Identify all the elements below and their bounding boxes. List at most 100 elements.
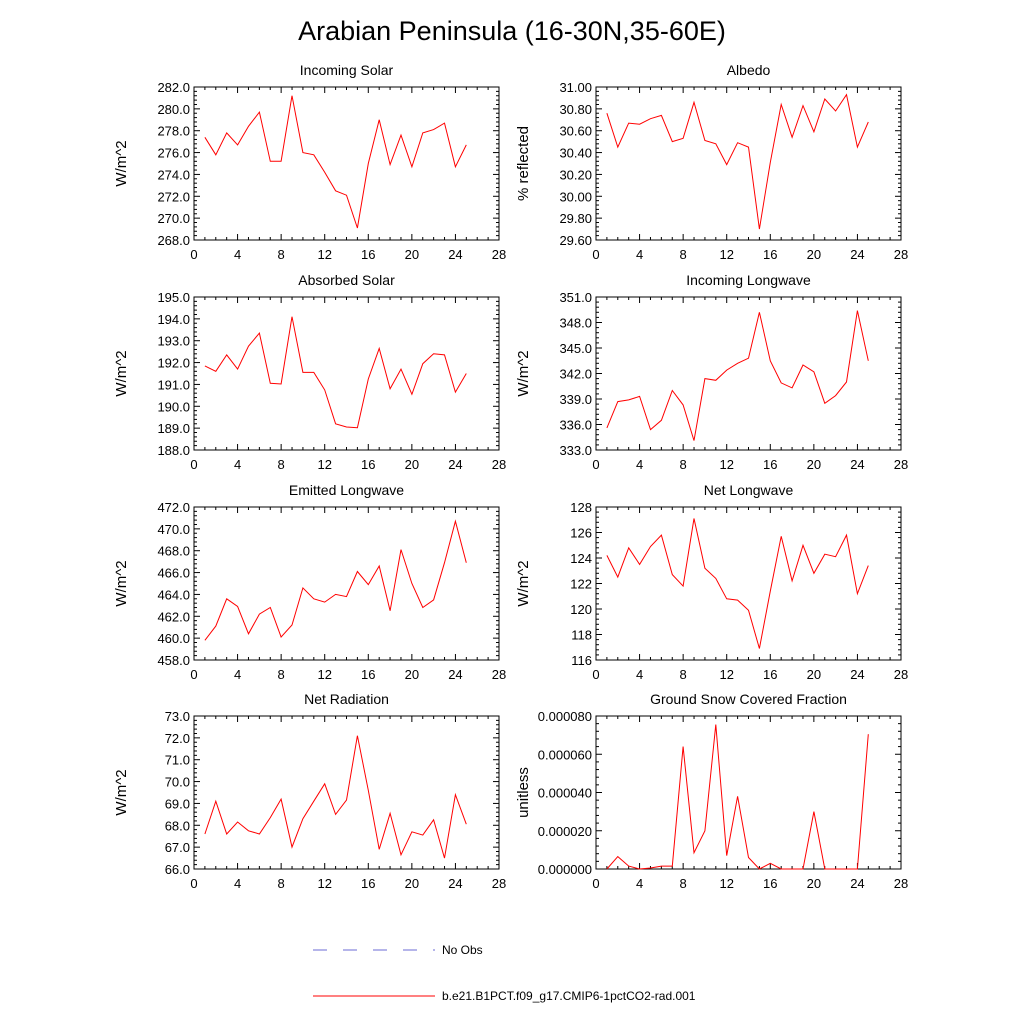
y-tick-label: 71.0 [165, 753, 190, 768]
y-axis-label: W/m^2 [113, 350, 130, 396]
x-tick-label: 8 [278, 247, 285, 262]
y-tick-label: 73.0 [165, 709, 190, 724]
figure-title: Arabian Peninsula (16-30N,35-60E) [298, 16, 726, 46]
x-tick-label: 0 [190, 457, 197, 472]
y-tick-label: 189.0 [157, 421, 190, 436]
x-tick-label: 8 [680, 457, 687, 472]
x-tick-label: 12 [719, 876, 733, 891]
x-tick-label: 28 [492, 667, 506, 682]
y-tick-label: 0.000040 [538, 786, 592, 801]
y-tick-label: 472.0 [157, 500, 190, 515]
plot-frame [595, 715, 902, 870]
chart-panel-8: Ground Snow Covered Fraction unitless 0 4 8 1… [515, 691, 908, 891]
x-tick-label: 24 [448, 667, 462, 682]
y-tick-label: 70.0 [165, 775, 190, 790]
x-tick-label: 16 [763, 247, 777, 262]
y-tick-label: 116 [571, 653, 592, 668]
y-tick-label: 72.0 [165, 731, 190, 746]
y-tick-label: 272.0 [157, 189, 190, 204]
y-tick-label: 462.0 [157, 609, 190, 624]
series-line [606, 724, 869, 870]
y-tick-label: 0.000000 [538, 862, 592, 877]
x-tick-label: 20 [807, 667, 821, 682]
panel-title: Emitted Longwave [289, 482, 404, 498]
x-tick-label: 28 [894, 667, 908, 682]
y-tick-label: 30.20 [559, 167, 592, 182]
x-tick-label: 16 [361, 876, 375, 891]
x-tick-label: 28 [492, 247, 506, 262]
x-tick-label: 16 [763, 667, 777, 682]
x-tick-label: 8 [278, 457, 285, 472]
panel-title: Net Radiation [304, 691, 389, 707]
x-tick-label: 0 [592, 247, 599, 262]
y-tick-label: 282.0 [157, 80, 190, 95]
y-axis-label: W/m^2 [113, 560, 130, 606]
x-tick-label: 20 [807, 457, 821, 472]
panel-title: Albedo [727, 62, 771, 78]
y-tick-label: 29.60 [559, 233, 592, 248]
series-line [606, 93, 869, 230]
y-tick-label: 466.0 [157, 566, 190, 581]
x-tick-label: 12 [719, 247, 733, 262]
x-tick-label: 0 [190, 247, 197, 262]
x-tick-label: 16 [763, 876, 777, 891]
panel-title: Absorbed Solar [298, 272, 395, 288]
y-tick-label: 333.0 [559, 443, 592, 458]
x-tick-label: 0 [592, 667, 599, 682]
x-tick-label: 24 [850, 457, 864, 472]
x-tick-label: 4 [234, 247, 241, 262]
y-tick-label: 468.0 [157, 544, 190, 559]
x-tick-label: 12 [719, 457, 733, 472]
plot-frame [193, 715, 500, 870]
x-tick-label: 12 [317, 876, 331, 891]
y-axis-label: W/m^2 [515, 560, 532, 606]
x-tick-label: 28 [492, 876, 506, 891]
x-tick-label: 0 [190, 667, 197, 682]
x-tick-label: 12 [317, 667, 331, 682]
chart-panel-6: Net Longwave W/m^2 0 4 8 12 16 20 24 28 116 118 120 1… [515, 482, 908, 682]
x-tick-label: 12 [317, 247, 331, 262]
y-axis-label: % reflected [515, 126, 532, 201]
x-tick-label: 4 [234, 876, 241, 891]
x-tick-label: 20 [405, 667, 419, 682]
y-tick-label: 336.0 [559, 418, 592, 433]
y-axis-label: W/m^2 [113, 140, 130, 186]
y-tick-label: 128 [570, 500, 592, 515]
x-tick-label: 24 [850, 667, 864, 682]
y-tick-label: 191.0 [157, 377, 190, 392]
y-tick-label: 30.00 [559, 189, 592, 204]
x-tick-label: 28 [894, 876, 908, 891]
y-tick-label: 194.0 [157, 312, 190, 327]
series-line [204, 316, 467, 429]
x-tick-label: 0 [190, 876, 197, 891]
x-tick-label: 8 [680, 247, 687, 262]
x-tick-label: 4 [636, 247, 643, 262]
x-tick-label: 4 [636, 876, 643, 891]
plot-frame [193, 86, 500, 241]
x-tick-label: 24 [448, 876, 462, 891]
panel-title: Incoming Longwave [686, 272, 811, 288]
panel-title: Net Longwave [704, 482, 794, 498]
y-tick-label: 0.000020 [538, 824, 592, 839]
y-tick-label: 339.0 [559, 392, 592, 407]
y-tick-label: 30.80 [559, 102, 592, 117]
y-tick-label: 342.0 [559, 367, 592, 382]
y-tick-label: 67.0 [165, 840, 190, 855]
x-tick-label: 20 [807, 247, 821, 262]
y-tick-label: 118 [571, 628, 592, 643]
y-tick-label: 30.40 [559, 146, 592, 161]
x-tick-label: 4 [234, 457, 241, 472]
series-line [606, 310, 869, 441]
chart-panel-1: Incoming Solar W/m^2 0 4 8 12 16 20 24 28 268.0 270… [113, 62, 506, 262]
x-tick-label: 16 [361, 247, 375, 262]
y-tick-label: 0.000060 [538, 747, 592, 762]
y-tick-label: 460.0 [157, 631, 190, 646]
x-tick-label: 24 [448, 457, 462, 472]
x-tick-label: 28 [894, 247, 908, 262]
y-tick-label: 126 [570, 526, 592, 541]
x-tick-label: 20 [405, 876, 419, 891]
x-tick-label: 12 [317, 457, 331, 472]
x-tick-label: 4 [636, 457, 643, 472]
y-tick-label: 270.0 [157, 211, 190, 226]
x-tick-label: 4 [234, 667, 241, 682]
